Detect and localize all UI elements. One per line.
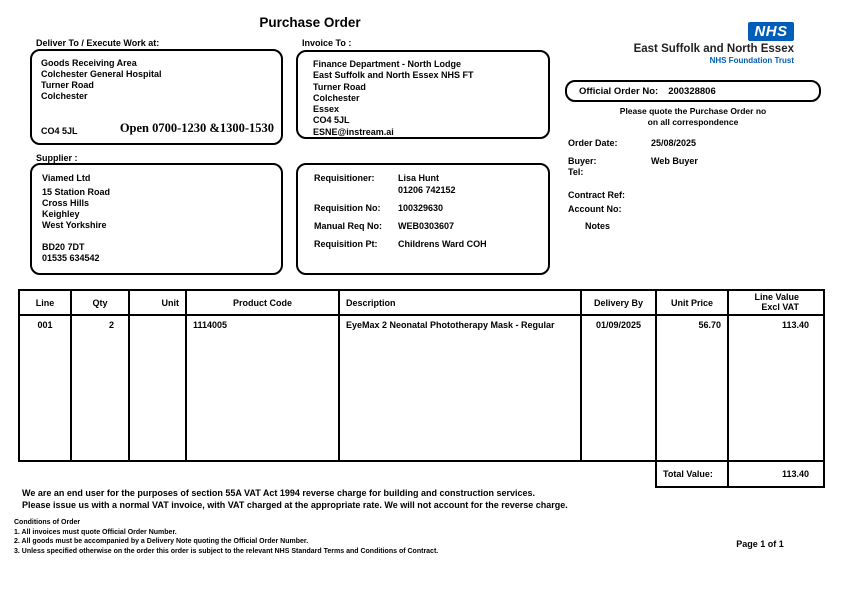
- cell-unit: [128, 314, 187, 462]
- col-header-unit: Unit: [128, 289, 187, 316]
- page-title: Purchase Order: [259, 15, 361, 30]
- supplier-address-line: 15 Station Road: [42, 187, 111, 197]
- requisition-no-value: 100329630: [398, 203, 444, 213]
- table-header-row: Line Qty Unit Product Code Description D…: [18, 289, 825, 316]
- requisitioner-name: Lisa Hunt: [398, 173, 440, 183]
- cell-description: EyeMax 2 Neonatal Phototherapy Mask - Re…: [338, 314, 582, 462]
- total-value-amount: 113.40: [727, 460, 825, 488]
- manual-req-no-value: WEB0303607: [398, 221, 455, 231]
- conditions-of-order: Conditions of Order 1. All invoices must…: [14, 518, 714, 556]
- manual-req-no-label: Manual Req No:: [314, 221, 383, 231]
- cell-delivery-by: 01/09/2025: [580, 314, 657, 462]
- line-items-table: Line Qty Unit Product Code Description D…: [18, 289, 825, 488]
- deliver-line: Goods Receiving Area: [41, 58, 137, 68]
- supplier-address-line: West Yorkshire: [42, 220, 107, 230]
- order-date-value: 25/08/2025: [651, 138, 697, 148]
- supplier-name: Viamed Ltd: [42, 173, 91, 183]
- requisition-pt-value: Childrens Ward COH: [398, 239, 487, 249]
- total-row: Total Value: 113.40: [19, 460, 825, 488]
- requisitioner-label: Requisitioner:: [314, 173, 375, 183]
- condition-item: 1. All invoices must quote Official Orde…: [14, 528, 177, 536]
- deliver-to-box: Goods Receiving Area Colchester General …: [30, 49, 283, 145]
- requisition-no-label: Requisition No:: [314, 203, 381, 213]
- vat-notice-line: Please issue us with a normal VAT invoic…: [22, 500, 568, 510]
- requisition-pt-label: Requisition Pt:: [314, 239, 378, 249]
- supplier-phone: 01535 634542: [42, 253, 100, 263]
- cell-product-code: 1114005: [185, 314, 340, 462]
- cell-qty: 2: [70, 314, 130, 462]
- table-row: 001 2 1114005 EyeMax 2 Neonatal Photothe…: [18, 314, 825, 462]
- notes-label: Notes: [585, 221, 611, 231]
- order-note-line: on all correspondence: [647, 116, 739, 127]
- contract-ref-label: Contract Ref:: [568, 190, 626, 200]
- supplier-address-line: Cross Hills: [42, 198, 90, 208]
- condition-item: 2. All goods must be accompanied by a De…: [14, 538, 309, 545]
- invoice-line: Essex: [313, 104, 340, 115]
- invoice-to-box: Finance Department - North Lodge East Su…: [296, 50, 550, 139]
- order-note-line: Please quote the Purchase Order no: [619, 106, 767, 116]
- invoice-email: ESNE@instream.ai: [313, 126, 394, 137]
- supplier-postcode: BD20 7DT: [42, 242, 85, 252]
- invoice-line: CO4 5JL: [313, 115, 350, 126]
- vat-notice: We are an end user for the purposes of s…: [22, 487, 802, 511]
- col-header-description: Description: [338, 289, 582, 316]
- cell-unit-price: 56.70: [655, 314, 729, 462]
- col-header-unit-price: Unit Price: [655, 289, 729, 316]
- invoice-line: Finance Department - North Lodge: [313, 59, 462, 69]
- invoice-line: Turner Road: [313, 81, 366, 92]
- deliver-open-hours: Open 0700-1230 &1300-1530: [119, 121, 274, 135]
- official-order-no-value: 200328806: [668, 85, 716, 97]
- col-header-delivery-by: Delivery By: [580, 289, 657, 316]
- vat-notice-line: We are an end user for the purposes of s…: [22, 488, 535, 498]
- invoice-line: Colchester: [313, 92, 360, 103]
- trust-header: NHS East Suffolk and North Essex NHS Fou…: [540, 22, 794, 65]
- supplier-box: Viamed Ltd 15 Station Road Cross Hills K…: [30, 163, 283, 275]
- buyer-label: Buyer:: [568, 156, 597, 166]
- col-header-qty: Qty: [70, 289, 130, 316]
- requisition-box: Requisitioner: Lisa Hunt 01206 742152 Re…: [296, 163, 550, 275]
- conditions-title: Conditions of Order: [14, 519, 81, 526]
- order-date-label: Order Date:: [568, 138, 618, 148]
- account-no-label: Account No:: [568, 204, 622, 214]
- deliver-postcode: CO4 5JL: [41, 126, 78, 136]
- invoice-line: East Suffolk and North Essex NHS FT: [313, 70, 474, 81]
- deliver-line: Colchester: [41, 91, 88, 101]
- trust-subtitle: NHS Foundation Trust: [709, 56, 794, 65]
- deliver-line: Turner Road: [41, 80, 94, 90]
- order-note: Please quote the Purchase Order no on al…: [565, 106, 821, 127]
- total-value-label: Total Value:: [655, 460, 729, 488]
- requisitioner-phone: 01206 742152: [398, 185, 456, 195]
- supplier-label: Supplier :: [36, 153, 78, 163]
- order-meta: Order Date: 25/08/2025 Buyer: Web Buyer …: [565, 136, 821, 236]
- col-header-line: Line: [18, 289, 72, 316]
- nhs-logo: NHS: [748, 22, 794, 41]
- col-header-product-code: Product Code: [185, 289, 340, 316]
- page-number: Page 1 of 1: [736, 539, 784, 549]
- cell-line-value: 113.40: [727, 314, 825, 462]
- supplier-address-line: Keighley: [42, 209, 80, 219]
- official-order-no-box: Official Order No: 200328806: [565, 80, 821, 102]
- deliver-line: Colchester General Hospital: [41, 69, 162, 79]
- condition-item: 3. Unless specified otherwise on the ord…: [14, 547, 439, 555]
- total-spacer: [19, 460, 656, 487]
- invoice-to-label: Invoice To :: [302, 38, 352, 48]
- cell-line: 001: [18, 314, 72, 462]
- col-header-line-value: Line Value Excl VAT: [727, 289, 825, 316]
- buyer-value: Web Buyer: [651, 156, 698, 166]
- deliver-to-label: Deliver To / Execute Work at:: [36, 38, 160, 48]
- tel-label: Tel:: [568, 167, 584, 177]
- trust-name: East Suffolk and North Essex: [633, 43, 794, 55]
- official-order-no-label: Official Order No:: [579, 85, 659, 97]
